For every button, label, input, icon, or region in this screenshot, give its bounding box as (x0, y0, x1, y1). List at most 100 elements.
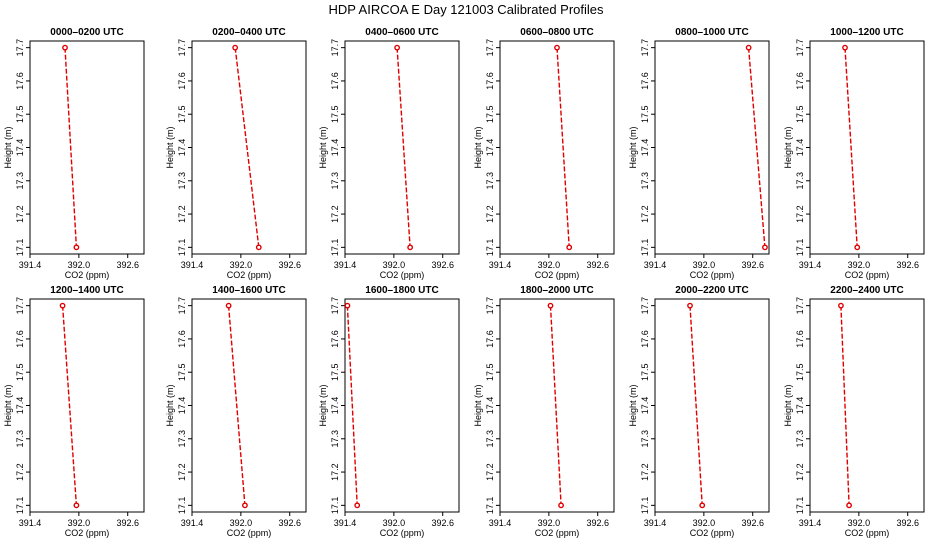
profile-line (844, 47, 858, 248)
x-tick-label: 392.6 (431, 260, 454, 270)
profile-point (687, 302, 693, 309)
x-tick-label: 392.0 (68, 518, 91, 528)
profile-point (699, 502, 706, 509)
profile-panel: 0200–0400 UTC 391.4 392.0 392.6 CO2 (ppm) 17.… (165, 27, 307, 280)
x-tick-label: 392.0 (68, 260, 91, 270)
x-axis-label: CO2 (ppm) (380, 528, 425, 538)
y-tick-label: 17.2 (15, 463, 25, 481)
profile-panel: 1000–1200 UTC 391.4 392.0 392.6 CO2 (ppm) 17.… (783, 27, 925, 280)
x-tick-label: 392.0 (230, 518, 253, 528)
y-tick-label: 17.4 (15, 139, 25, 157)
x-tick-label: 392.6 (586, 518, 609, 528)
x-tick-label: 392.6 (278, 260, 301, 270)
x-tick-label: 392.6 (586, 260, 609, 270)
x-tick-label: 391.4 (489, 260, 512, 270)
profile-point (838, 302, 844, 309)
x-axis-label: CO2 (ppm) (227, 528, 272, 538)
x-tick-label: 391.4 (799, 518, 822, 528)
profile-point (842, 44, 848, 51)
y-tick-label: 17.4 (795, 397, 805, 415)
y-tick-label: 17.3 (330, 430, 340, 448)
profile-point (558, 502, 564, 509)
y-tick-label: 17.2 (330, 205, 340, 223)
y-tick-label: 17.5 (640, 105, 650, 123)
y-tick-label: 17.7 (485, 297, 495, 315)
profile-panel: 1200–1400 UTC 391.4 392.0 392.6 CO2 (ppm) 17.… (3, 285, 145, 538)
y-tick-label: 17.3 (485, 430, 495, 448)
y-tick-label: 17.2 (640, 205, 650, 223)
y-tick-label: 17.5 (15, 105, 25, 123)
profile-line (227, 305, 246, 506)
y-tick-label: 17.5 (485, 105, 495, 123)
x-tick-label: 392.6 (116, 260, 139, 270)
y-tick-label: 17.7 (640, 297, 650, 315)
y-tick-label: 17.1 (640, 239, 650, 257)
y-tick-label: 17.3 (15, 172, 25, 190)
x-axis-label: CO2 (ppm) (535, 270, 580, 280)
profile-panel: 1600–1800 UTC 391.4 392.0 392.6 CO2 (ppm) 17.… (318, 285, 460, 538)
y-tick-label: 17.5 (795, 105, 805, 123)
y-tick-label: 17.5 (640, 363, 650, 381)
profile-panel: 0000–0200 UTC 391.4 392.0 392.6 CO2 (ppm) 17.… (3, 27, 145, 280)
panel-title: 0800–1000 UTC (675, 27, 748, 38)
y-tick-label: 17.1 (330, 239, 340, 257)
profile-panel: 0600–0800 UTC 391.4 392.0 392.6 CO2 (ppm) 17.… (473, 27, 615, 280)
y-tick-label: 17.5 (485, 363, 495, 381)
y-tick-label: 17.1 (795, 239, 805, 257)
panel-title: 2000–2200 UTC (675, 285, 748, 296)
y-tick-label: 17.6 (330, 72, 340, 90)
y-tick-label: 17.6 (330, 330, 340, 348)
x-tick-label: 391.4 (181, 518, 204, 528)
y-tick-label: 17.2 (177, 463, 187, 481)
y-tick-label: 17.1 (15, 239, 25, 257)
y-tick-label: 17.3 (795, 430, 805, 448)
y-tick-label: 17.5 (795, 363, 805, 381)
plot-frame (29, 40, 145, 255)
x-tick-label: 392.6 (741, 518, 764, 528)
profile-line (64, 47, 78, 248)
x-tick-label: 392.0 (693, 518, 716, 528)
profile-point (59, 302, 66, 309)
figure-title: HDP AIRCOA E Day 121003 Calibrated Profi… (328, 2, 604, 17)
y-tick-label: 17.7 (640, 39, 650, 57)
y-tick-label: 17.6 (177, 72, 187, 90)
y-tick-label: 17.6 (485, 72, 495, 90)
y-tick-label: 17.1 (485, 239, 495, 257)
y-tick-label: 17.4 (330, 139, 340, 157)
y-tick-label: 17.7 (177, 297, 187, 315)
profile-panel: 1400–1600 UTC 391.4 392.0 392.6 CO2 (ppm) 17.… (165, 285, 307, 538)
x-axis-label: CO2 (ppm) (65, 528, 110, 538)
profile-point (73, 244, 80, 251)
x-tick-label: 391.4 (19, 260, 42, 270)
x-tick-label: 392.6 (896, 518, 919, 528)
y-tick-label: 17.4 (485, 397, 495, 415)
profile-point (394, 44, 401, 51)
y-tick-label: 17.2 (330, 463, 340, 481)
y-tick-label: 17.6 (485, 330, 495, 348)
y-axis-label: Height (m) (318, 126, 328, 168)
y-axis-label: Height (m) (473, 126, 483, 168)
x-tick-label: 392.0 (383, 260, 406, 270)
panel-title: 1400–1600 UTC (212, 285, 285, 296)
y-tick-label: 17.1 (177, 239, 187, 257)
y-axis-label: Height (m) (783, 126, 793, 168)
y-tick-label: 17.1 (485, 497, 495, 515)
y-tick-label: 17.4 (15, 397, 25, 415)
y-tick-label: 17.4 (177, 397, 187, 415)
y-tick-label: 17.6 (15, 72, 25, 90)
panel-title: 2200–2400 UTC (830, 285, 903, 296)
x-tick-label: 391.4 (334, 260, 357, 270)
y-tick-label: 17.4 (640, 397, 650, 415)
y-tick-label: 17.6 (640, 72, 650, 90)
x-tick-label: 392.0 (538, 260, 561, 270)
profile-point (846, 502, 852, 509)
y-tick-label: 17.4 (177, 139, 187, 157)
y-axis-label: Height (m) (318, 384, 328, 426)
x-tick-label: 391.4 (644, 260, 667, 270)
plot-frame (654, 298, 770, 513)
y-tick-label: 17.2 (795, 463, 805, 481)
profile-panel: 2200–2400 UTC 391.4 392.0 392.6 CO2 (ppm) 17.… (783, 285, 925, 538)
y-axis-label: Height (m) (165, 384, 175, 426)
plot-frame (499, 298, 615, 513)
y-tick-label: 17.2 (640, 463, 650, 481)
